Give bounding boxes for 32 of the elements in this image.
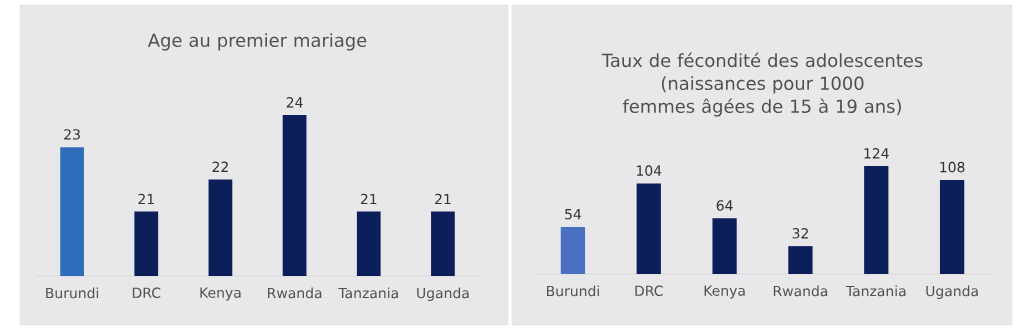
bar: [560, 226, 586, 274]
x-tick-label: DRC: [132, 287, 161, 299]
data-label: 104: [636, 165, 662, 176]
data-label: 21: [360, 193, 377, 205]
x-tick-label: Kenya: [200, 287, 241, 301]
x-tick-label: DRC: [635, 285, 663, 297]
x-tick-label: Rwanda: [773, 285, 828, 297]
x-tick-label: Uganda: [417, 287, 469, 302]
bar: [788, 246, 813, 274]
bar: [864, 166, 889, 274]
chart-title: Taux de fécondité des adolescentes (naissances pour 1000 femmes âgées de 15 à 19 ans): [601, 52, 923, 117]
x-tick-label: Rwanda: [268, 287, 322, 299]
x-tick-label: Tanzania: [845, 285, 906, 297]
data-label: 24: [286, 97, 303, 108]
data-label: 32: [792, 228, 808, 239]
bar: [939, 179, 965, 274]
bar: [636, 183, 661, 274]
data-label: 64: [716, 200, 733, 211]
x-tick-label: Uganda: [926, 285, 978, 300]
data-label: 21: [138, 193, 154, 205]
bar: [712, 218, 737, 274]
data-label: 22: [212, 161, 228, 172]
x-tick-label: Burundi: [46, 287, 99, 299]
data-label: 108: [940, 161, 965, 173]
x-tick-label: Kenya: [704, 285, 745, 299]
x-tick-label: Burundi: [547, 285, 599, 297]
data-label: 21: [435, 193, 451, 205]
data-label: 23: [64, 129, 80, 140]
x-tick-label: Tanzania: [338, 287, 398, 299]
chart-title: Age au premier mariage: [147, 33, 367, 51]
data-label: 54: [565, 209, 582, 220]
data-label: 124: [864, 148, 889, 159]
